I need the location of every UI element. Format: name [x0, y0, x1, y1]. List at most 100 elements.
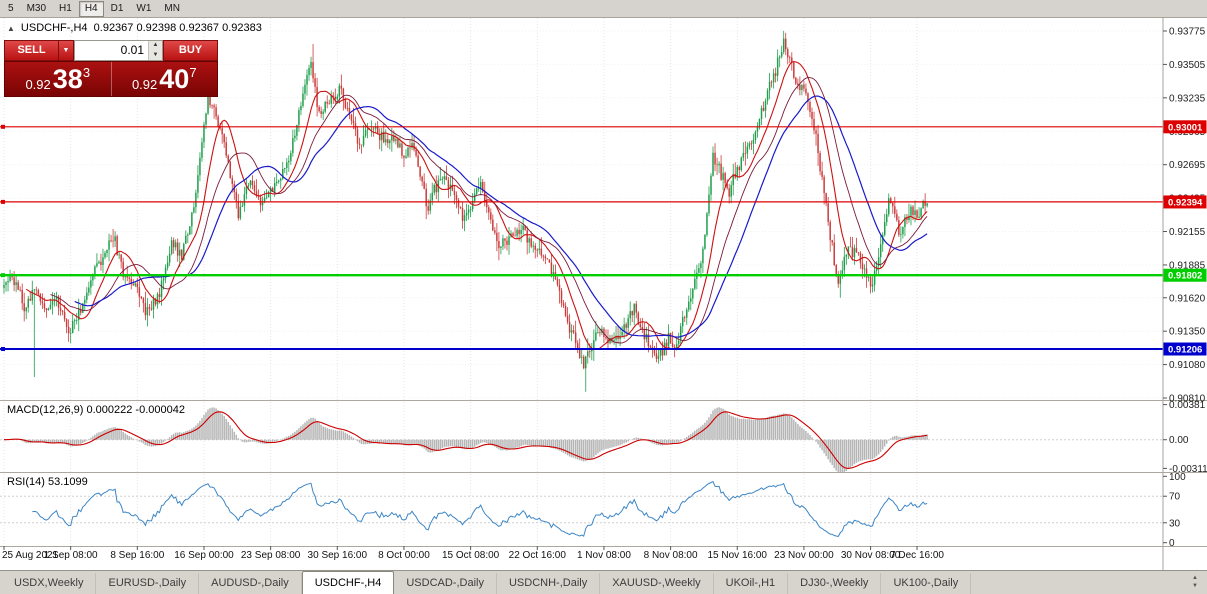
- timeframe-button-d1[interactable]: D1: [110, 2, 124, 14]
- macd-axis-label: 0.00: [1169, 435, 1189, 446]
- candles-layer: [3, 30, 928, 392]
- timeframe-button-5[interactable]: 5: [8, 2, 14, 14]
- macd-layer: [4, 407, 928, 472]
- time-axis-label: 7 Dec 16:00: [890, 550, 944, 561]
- macd-signal-line: [4, 411, 928, 469]
- macd-histogram: [5, 407, 928, 472]
- timeframe-button-h1[interactable]: H1: [59, 2, 72, 14]
- price-axis-label: 0.91620: [1169, 293, 1206, 304]
- chart-tab-eurusd-daily[interactable]: EURUSD-,Daily: [96, 573, 200, 594]
- macd-indicator-label: MACD(12,26,9) 0.000222 -0.000042: [5, 404, 187, 416]
- moving-average-24: [50, 77, 928, 344]
- volume-value[interactable]: 0.01: [120, 43, 144, 57]
- timeframe-button-m30[interactable]: M30: [26, 2, 47, 14]
- chart-tab-usdcad-daily[interactable]: USDCAD-,Daily: [394, 573, 497, 594]
- time-axis-label: 15 Oct 08:00: [442, 550, 500, 561]
- time-axis-label: 1 Nov 08:00: [577, 550, 631, 561]
- ask-pip-digit: 7: [189, 65, 197, 80]
- price-line-label-box: [1163, 342, 1207, 356]
- time-axis-label: 8 Sep 16:00: [110, 550, 164, 561]
- bid-main-digits: 38: [52, 64, 83, 94]
- timeframe-button-mn[interactable]: MN: [164, 2, 180, 14]
- rsi-line: [32, 480, 928, 537]
- price-line-label-box: [1163, 195, 1207, 209]
- chart-tab-ukoil-h1[interactable]: UKOil-,H1: [714, 573, 789, 594]
- price-line-handle[interactable]: [1, 347, 5, 351]
- timeframe-toolbar: 5 M30 H1 H4 D1 W1 MN: [0, 0, 1207, 18]
- ask-main-digits: 40: [159, 64, 190, 94]
- time-axis-label: 30 Sep 16:00: [308, 550, 368, 561]
- moving-average-36: [74, 95, 928, 338]
- price-line-label: 0.91802: [1168, 271, 1202, 282]
- collapse-icon[interactable]: ▲: [7, 23, 15, 33]
- sell-button[interactable]: SELL: [4, 40, 59, 61]
- time-axis-label: 1 Sep 08:00: [44, 550, 98, 561]
- one-click-trading-widget: SELL ▼ 0.01 ▲ ▼ BUY 0.92 38 3 0.92 40 7: [4, 40, 218, 97]
- price-axis-column: [1163, 18, 1207, 570]
- ask-price[interactable]: 0.92 40 7: [112, 62, 218, 96]
- time-axis-label: 23 Sep 08:00: [241, 550, 301, 561]
- time-axis-label: 30 Nov 08:00: [841, 550, 901, 561]
- chart-window: 0.937750.935050.932350.929650.926950.924…: [0, 18, 1207, 570]
- price-line-label: 0.93001: [1168, 122, 1203, 133]
- chart-tab-usdchf-h4[interactable]: USDCHF-,H4: [301, 571, 395, 594]
- rsi-axis-label: 30: [1169, 518, 1181, 529]
- price-line-handle[interactable]: [1, 124, 5, 129]
- price-line-handle[interactable]: [1, 199, 5, 204]
- bid-prefix: 0.92: [25, 77, 51, 92]
- macd-axis-label: -0.00311: [1169, 464, 1207, 475]
- volume-spinner: ▲ ▼: [148, 41, 162, 60]
- tab-scroll-up-icon[interactable]: ▲: [1192, 575, 1198, 581]
- chart-tabs: USDX,Weekly EURUSD-,Daily AUDUSD-,Daily USD…: [0, 571, 1183, 594]
- price-axis-label: 0.93505: [1169, 60, 1206, 71]
- spin-down-icon[interactable]: ▼: [149, 50, 162, 60]
- volume-input[interactable]: 0.01 ▲ ▼: [74, 40, 163, 61]
- price-axis-label: 0.91885: [1169, 260, 1206, 271]
- time-axis-label: 23 Nov 00:00: [774, 550, 834, 561]
- chart-tab-xauusd-weekly[interactable]: XAUUSD-,Weekly: [600, 573, 714, 594]
- buy-button[interactable]: BUY: [163, 40, 218, 61]
- price-line-label: 0.91206: [1168, 345, 1202, 356]
- price-line-label: 0.92394: [1168, 197, 1203, 208]
- rsi-axis-label: 0: [1169, 538, 1175, 549]
- price-axis-label: 0.91350: [1169, 327, 1206, 338]
- ohlc-text: USDCHF-,H4 0.92367 0.92398 0.92367 0.923…: [20, 22, 262, 34]
- rsi-indicator-label: RSI(14) 53.1099: [5, 476, 90, 488]
- price-axis-label: 0.92155: [1169, 227, 1206, 238]
- bid-pip-digit: 3: [82, 65, 91, 80]
- price-line-label-box: [1163, 268, 1207, 282]
- time-axis-label: 8 Nov 08:00: [644, 550, 698, 561]
- price-axis-label: 0.93775: [1169, 26, 1206, 37]
- tab-scroll-down-icon[interactable]: ▼: [1192, 583, 1198, 589]
- rsi-axis-label: 70: [1169, 492, 1181, 503]
- chart-tab-usdx-weekly[interactable]: USDX,Weekly: [2, 573, 97, 594]
- moving-average-12: [25, 61, 928, 350]
- chart-tab-audusd-daily[interactable]: AUDUSD-,Daily: [199, 573, 302, 594]
- rsi-axis-label: 100: [1169, 472, 1186, 483]
- bid-price[interactable]: 0.92 38 3: [5, 62, 112, 96]
- pane-separator[interactable]: [0, 400, 1207, 401]
- macd-axis-label: 0.00381: [1169, 400, 1206, 411]
- price-line-handle[interactable]: [1, 273, 5, 278]
- time-axis-label: 15 Nov 16:00: [708, 550, 768, 561]
- chart-tab-uk100-daily[interactable]: UK100-,Daily: [881, 573, 972, 594]
- spin-up-icon[interactable]: ▲: [149, 41, 162, 51]
- chart-canvas[interactable]: 0.937750.935050.932350.929650.926950.924…: [0, 18, 1207, 570]
- price-axis-label: 0.93235: [1169, 93, 1206, 104]
- order-type-dropdown-icon[interactable]: ▼: [59, 40, 74, 61]
- time-axis-label: 25 Aug 2021: [2, 550, 59, 561]
- chart-tab-usdcnh-daily[interactable]: USDCNH-,Daily: [497, 573, 601, 594]
- price-axis-label: 0.91080: [1169, 360, 1206, 371]
- chart-tab-bar: USDX,Weekly EURUSD-,Daily AUDUSD-,Daily USD…: [0, 570, 1207, 594]
- chart-tab-dj30-weekly[interactable]: DJ30-,Weekly: [788, 573, 882, 594]
- price-line-label-box: [1163, 120, 1207, 134]
- price-axis-label: 0.92695: [1169, 160, 1206, 171]
- price-axis-label: 0.90810: [1169, 394, 1206, 405]
- ask-prefix: 0.92: [131, 77, 158, 92]
- tab-scroll-control[interactable]: ▲ ▼: [1187, 572, 1203, 592]
- timeframe-buttons: 5 M30 H1 H4 D1 W1 MN: [2, 0, 187, 17]
- pane-separator[interactable]: [0, 472, 1207, 473]
- time-axis-label: 8 Oct 00:00: [378, 550, 430, 561]
- timeframe-button-w1[interactable]: W1: [136, 2, 152, 14]
- timeframe-button-h4[interactable]: H4: [78, 0, 104, 17]
